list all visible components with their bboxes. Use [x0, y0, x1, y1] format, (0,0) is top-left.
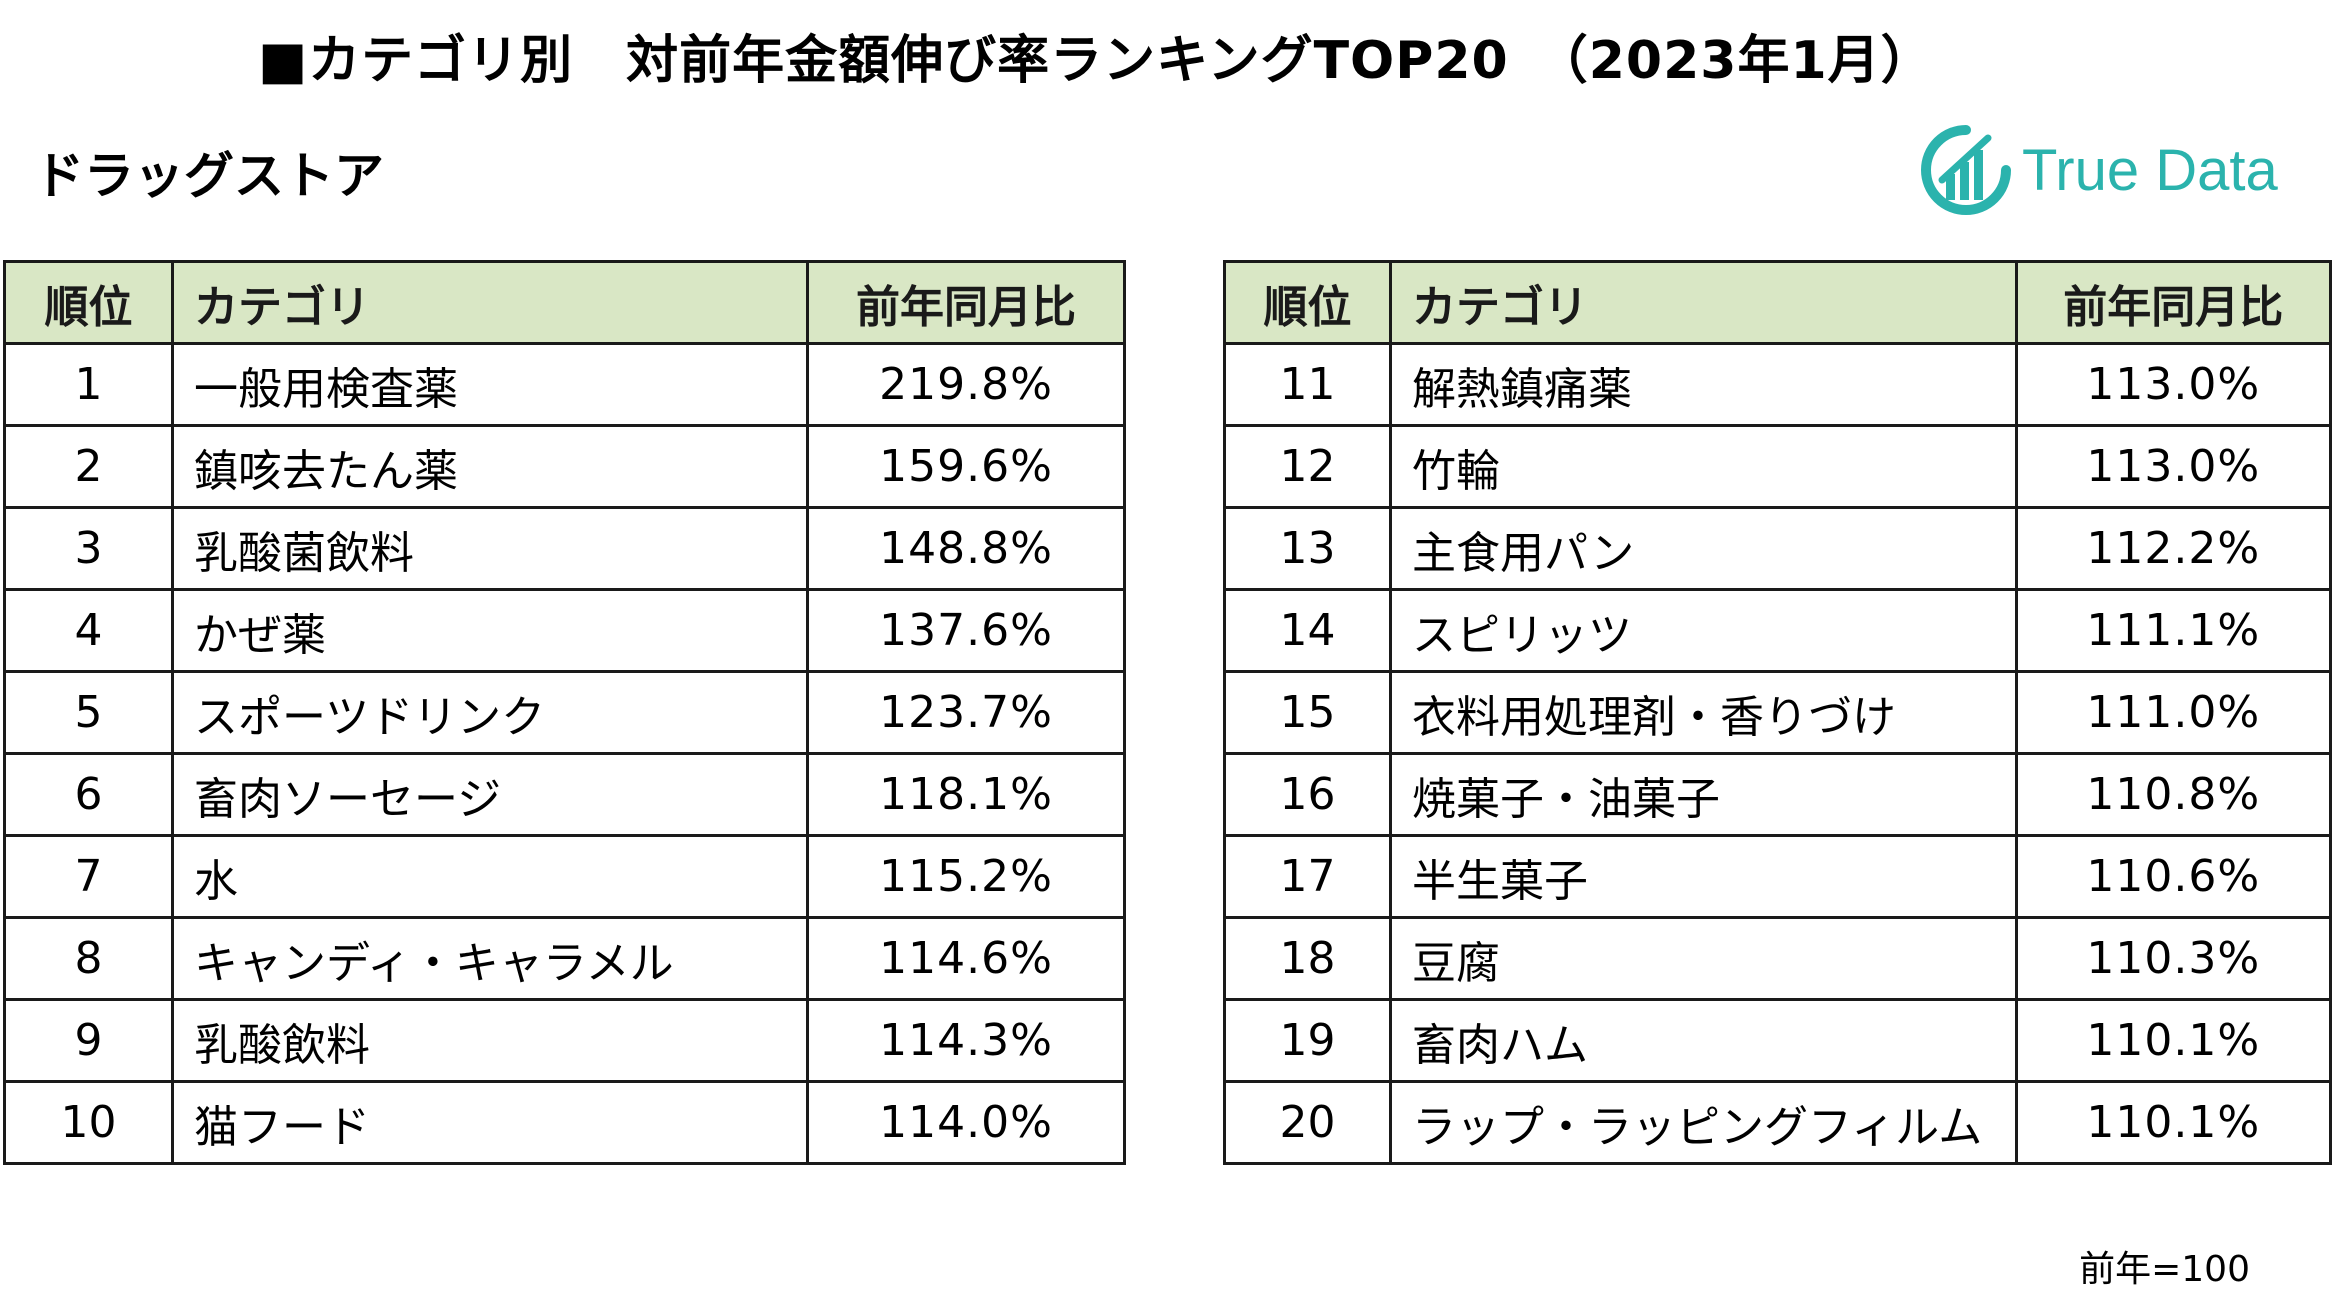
- rank-cell: 18: [1222, 916, 1393, 1001]
- rank-cell: 16: [1222, 752, 1393, 837]
- table-row: 9 乳酸飲料 114.3%: [3, 998, 1126, 1083]
- ratio-cell: 118.1%: [806, 752, 1126, 837]
- rank-cell: 7: [3, 834, 174, 919]
- ratio-cell: 112.2%: [2014, 506, 2332, 591]
- ratio-cell: 110.3%: [2014, 916, 2332, 1001]
- table-row: 13 主食用パン 112.2%: [1222, 506, 2332, 591]
- category-cell: かぜ薬: [171, 588, 809, 673]
- table-row: 3 乳酸菌飲料 148.8%: [3, 506, 1126, 591]
- ratio-cell: 115.2%: [806, 834, 1126, 919]
- table-row: 2 鎮咳去たん薬 159.6%: [3, 424, 1126, 509]
- logo-text: True Data: [2022, 137, 2278, 203]
- table-row: 12 竹輪 113.0%: [1222, 424, 2332, 509]
- page-title: ■カテゴリ別 対前年金額伸び率ランキングTOP20 （2023年1月）: [258, 31, 1934, 91]
- category-cell: 半生菓子: [1389, 834, 2018, 919]
- category-cell: 畜肉ソーセージ: [171, 752, 809, 837]
- ratio-cell: 148.8%: [806, 506, 1126, 591]
- rank-cell: 19: [1222, 998, 1393, 1083]
- header-rank: 順位: [3, 260, 174, 345]
- rank-cell: 11: [1222, 342, 1393, 427]
- category-cell: 畜肉ハム: [1389, 998, 2018, 1083]
- table-row: 7 水 115.2%: [3, 834, 1126, 919]
- table-header-row: 順位 カテゴリ 前年同月比: [3, 260, 1126, 345]
- category-cell: 乳酸飲料: [171, 998, 809, 1083]
- table-row: 4 かぜ薬 137.6%: [3, 588, 1126, 673]
- ratio-cell: 114.0%: [806, 1080, 1126, 1165]
- category-cell: スポーツドリンク: [171, 670, 809, 755]
- ratio-cell: 159.6%: [806, 424, 1126, 509]
- rank-cell: 3: [3, 506, 174, 591]
- table-row: 1 一般用検査薬 219.8%: [3, 342, 1126, 427]
- table-row: 20 ラップ・ラッピングフィルム 110.1%: [1222, 1080, 2332, 1165]
- table-header-row: 順位 カテゴリ 前年同月比: [1222, 260, 2332, 345]
- rank-cell: 15: [1222, 670, 1393, 755]
- rank-cell: 8: [3, 916, 174, 1001]
- header-ratio: 前年同月比: [2014, 260, 2332, 345]
- category-cell: 解熱鎮痛薬: [1389, 342, 2018, 427]
- category-cell: 水: [171, 834, 809, 919]
- table-row: 18 豆腐 110.3%: [1222, 916, 2332, 1001]
- ratio-cell: 113.0%: [2014, 424, 2332, 509]
- table-row: 8 キャンディ・キャラメル 114.6%: [3, 916, 1126, 1001]
- ratio-cell: 110.8%: [2014, 752, 2332, 837]
- table-row: 17 半生菓子 110.6%: [1222, 834, 2332, 919]
- table-row: 11 解熱鎮痛薬 113.0%: [1222, 342, 2332, 427]
- rank-cell: 17: [1222, 834, 1393, 919]
- header-rank: 順位: [1222, 260, 1393, 345]
- table-row: 5 スポーツドリンク 123.7%: [3, 670, 1126, 755]
- ranking-table-left: 順位 カテゴリ 前年同月比 1 一般用検査薬 219.8% 2 鎮咳去たん薬 159.6…: [3, 260, 1126, 1165]
- rank-cell: 20: [1222, 1080, 1393, 1165]
- table-row: 19 畜肉ハム 110.1%: [1222, 998, 2332, 1083]
- ratio-cell: 137.6%: [806, 588, 1126, 673]
- true-data-logo: True Data: [1920, 124, 2278, 216]
- rank-cell: 5: [3, 670, 174, 755]
- rank-cell: 2: [3, 424, 174, 509]
- ratio-cell: 110.6%: [2014, 834, 2332, 919]
- rank-cell: 10: [3, 1080, 174, 1165]
- category-cell: 鎮咳去たん薬: [171, 424, 809, 509]
- table-row: 10 猫フード 114.0%: [3, 1080, 1126, 1165]
- category-cell: 猫フード: [171, 1080, 809, 1165]
- header-category: カテゴリ: [1389, 260, 2018, 345]
- rank-cell: 13: [1222, 506, 1393, 591]
- header-category: カテゴリ: [171, 260, 809, 345]
- rank-cell: 14: [1222, 588, 1393, 673]
- header-ratio: 前年同月比: [806, 260, 1126, 345]
- rank-cell: 6: [3, 752, 174, 837]
- category-cell: ラップ・ラッピングフィルム: [1389, 1080, 2018, 1165]
- rank-cell: 4: [3, 588, 174, 673]
- ratio-cell: 114.3%: [806, 998, 1126, 1083]
- category-cell: 一般用検査薬: [171, 342, 809, 427]
- table-row: 15 衣料用処理剤・香りづけ 111.0%: [1222, 670, 2332, 755]
- ranking-table-right: 順位 カテゴリ 前年同月比 11 解熱鎮痛薬 113.0% 12 竹輪 113.0% 1…: [1222, 260, 2332, 1165]
- ratio-cell: 110.1%: [2014, 998, 2332, 1083]
- category-cell: 主食用パン: [1389, 506, 2018, 591]
- table-row: 14 スピリッツ 111.1%: [1222, 588, 2332, 673]
- category-cell: 焼菓子・油菓子: [1389, 752, 2018, 837]
- category-cell: 豆腐: [1389, 916, 2018, 1001]
- baseline-note: 前年=100: [2079, 1249, 2250, 1290]
- rank-cell: 1: [3, 342, 174, 427]
- ratio-cell: 110.1%: [2014, 1080, 2332, 1165]
- ratio-cell: 123.7%: [806, 670, 1126, 755]
- table-row: 6 畜肉ソーセージ 118.1%: [3, 752, 1126, 837]
- ratio-cell: 219.8%: [806, 342, 1126, 427]
- channel-subtitle: ドラッグストア: [34, 147, 384, 205]
- ratio-cell: 111.1%: [2014, 588, 2332, 673]
- rank-cell: 9: [3, 998, 174, 1083]
- ratio-cell: 113.0%: [2014, 342, 2332, 427]
- table-row: 16 焼菓子・油菓子 110.8%: [1222, 752, 2332, 837]
- rank-cell: 12: [1222, 424, 1393, 509]
- ratio-cell: 114.6%: [806, 916, 1126, 1001]
- bar-chart-circle-icon: [1921, 125, 2011, 215]
- category-cell: キャンディ・キャラメル: [171, 916, 809, 1001]
- category-cell: スピリッツ: [1389, 588, 2018, 673]
- category-cell: 竹輪: [1389, 424, 2018, 509]
- category-cell: 衣料用処理剤・香りづけ: [1389, 670, 2018, 755]
- ratio-cell: 111.0%: [2014, 670, 2332, 755]
- category-cell: 乳酸菌飲料: [171, 506, 809, 591]
